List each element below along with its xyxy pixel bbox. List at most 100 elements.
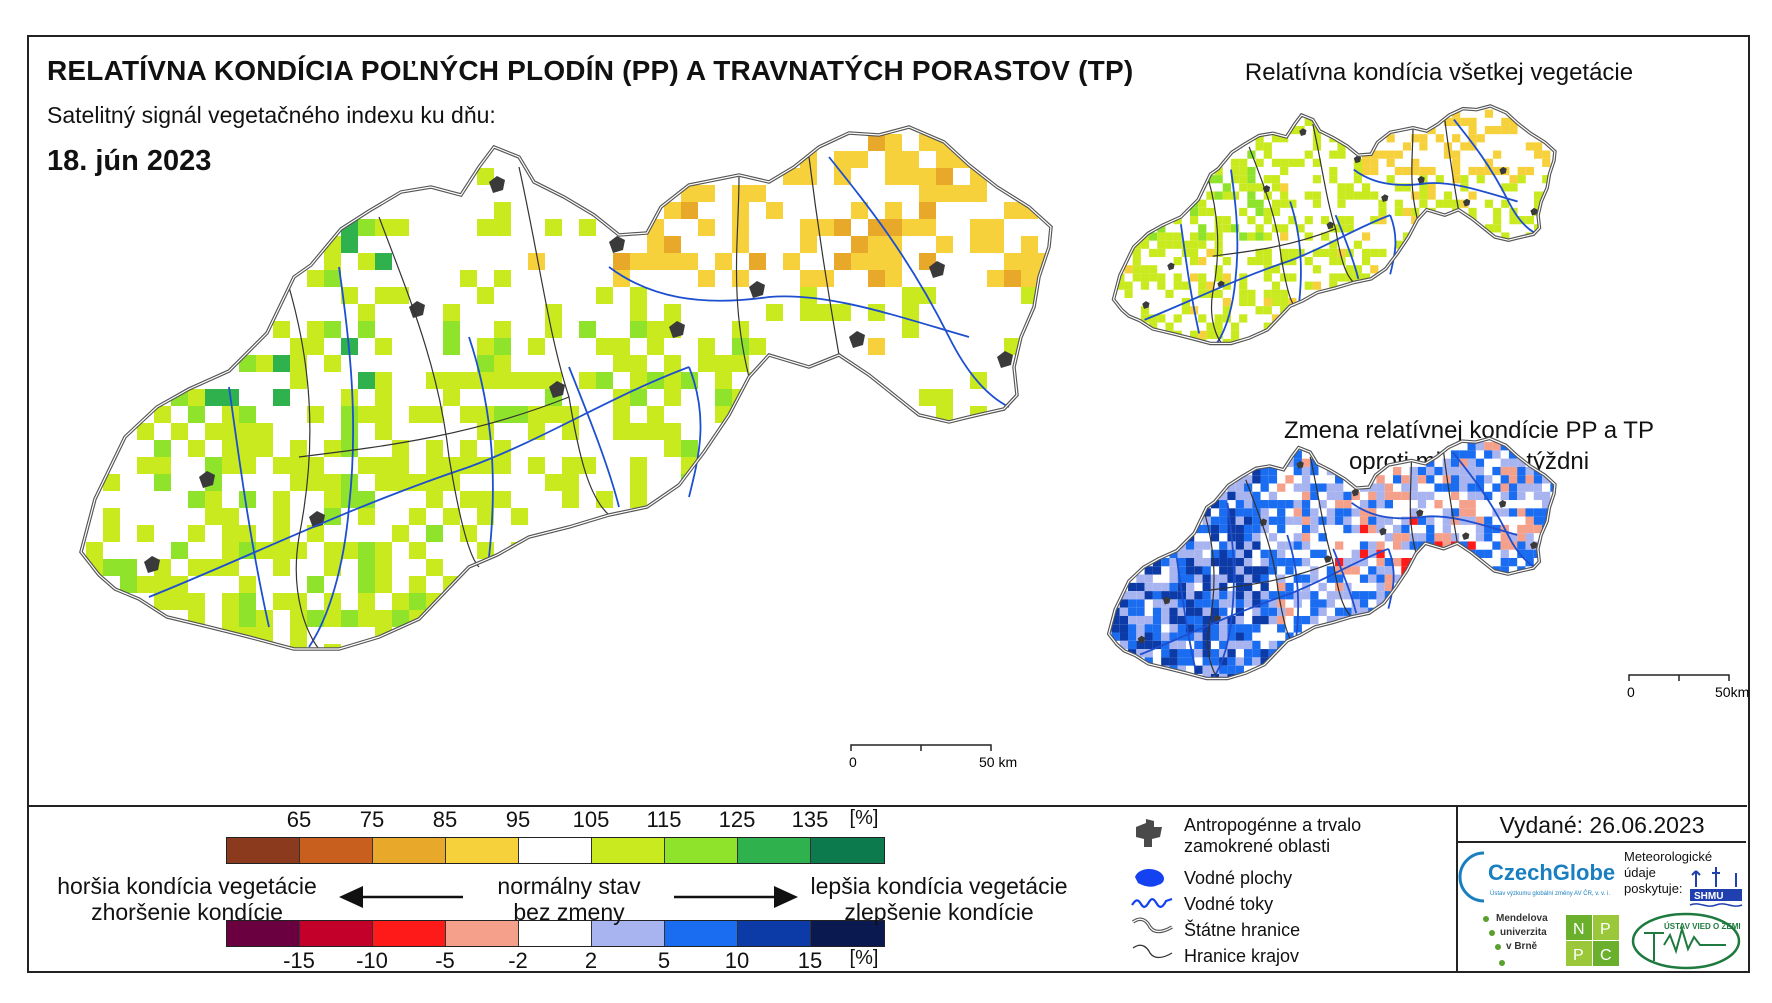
inset2-title-line1: Zmena relatívnej kondície PP a TP bbox=[1284, 417, 1654, 444]
maps-area: RELATÍVNA KONDÍCIA POĽNÝCH PLODÍN (PP) A… bbox=[29, 37, 1749, 803]
worse-label-line1: horšia kondícia vegetácie bbox=[57, 873, 317, 899]
mendel-text-3: v Brně bbox=[1506, 941, 1538, 952]
colorbar-tick: 5 bbox=[657, 948, 671, 973]
uvz-text: ÚSTAV VIED O ZEMI bbox=[1664, 922, 1741, 931]
colorbar-tick: 125 bbox=[718, 807, 756, 832]
right-arrow-icon bbox=[674, 886, 798, 908]
shmu-note: Meteorologické údaje poskytuje: bbox=[1624, 849, 1712, 897]
worse-label: horšia kondícia vegetácie zhoršenie kond… bbox=[37, 873, 337, 925]
main-scalebar-start: 0 bbox=[849, 754, 857, 770]
colorbar-tick: 95 bbox=[505, 807, 531, 832]
normal-label-line2: bez zmeny bbox=[513, 899, 625, 925]
colorbar-cell bbox=[519, 921, 592, 946]
river-label: Vodné toky bbox=[1184, 894, 1274, 914]
shmu-note-line3: poskytuje: bbox=[1624, 881, 1683, 896]
colorbar-cell bbox=[227, 838, 300, 863]
colorbar-tick: 65 bbox=[286, 807, 312, 832]
main-scalebar-end: 50 km bbox=[979, 754, 1017, 770]
colorbar-tick: 2 bbox=[584, 948, 598, 973]
nppc-logo: N P P C bbox=[1566, 915, 1619, 966]
colorbar-tick: -15 bbox=[283, 948, 315, 973]
map-subtitle: Satelitný signál vegetačného indexu ku d… bbox=[47, 102, 496, 128]
inset-scalebar: 0 50km bbox=[1627, 674, 1749, 700]
colorbar-cell bbox=[300, 838, 373, 863]
czechglobe-text: CzechGlobe bbox=[1488, 860, 1615, 885]
shmu-note-line1: Meteorologické bbox=[1624, 849, 1713, 864]
colorbar-cell bbox=[446, 838, 519, 863]
colorbar-tick: -10 bbox=[356, 948, 388, 973]
czechglobe-logo: CzechGlobe Ústav výzkumu globální změny … bbox=[1458, 851, 1615, 903]
czechglobe-subtext: Ústav výzkumu globální změny AV ČR, v. v… bbox=[1490, 890, 1610, 897]
river-icon bbox=[1131, 897, 1173, 908]
normal-label: normálny stav bez zmeny bbox=[469, 873, 669, 925]
inset-change-map bbox=[1106, 436, 1557, 681]
worse-label-line2: zhoršenie kondície bbox=[91, 899, 283, 925]
colorbar-cell bbox=[446, 921, 519, 946]
map-date: 18. jún 2023 bbox=[47, 145, 212, 177]
water-body-label: Vodné plochy bbox=[1184, 868, 1293, 888]
logos-panel: CzechGlobe Ústav výzkumu globální změny … bbox=[1456, 843, 1746, 973]
urban-area-label-line2: zamokrené oblasti bbox=[1184, 836, 1331, 856]
nppc-p2: P bbox=[1573, 947, 1584, 964]
colorbar-cell bbox=[811, 838, 884, 863]
change-colorbar bbox=[226, 920, 885, 947]
colorbar-tick: -2 bbox=[508, 948, 528, 973]
shmu-logo: SHMU bbox=[1689, 867, 1743, 907]
better-label-line2: zlepšenie kondície bbox=[844, 899, 1034, 925]
urban-area-label: Antropogénne a trvalo zamokrené oblasti bbox=[1184, 815, 1361, 857]
legend-area: 65 75 85 95 105 115 125 135 [%] -15 -10 -5 -2 2 5 10 1… bbox=[29, 805, 1747, 975]
urban-area-label-line1: Antropogénne a trvalo bbox=[1184, 815, 1362, 835]
map-frame: RELATÍVNA KONDÍCIA POĽNÝCH PLODÍN (PP) A… bbox=[27, 35, 1750, 973]
colorbar-tick: 15 bbox=[797, 948, 823, 973]
water-body-icon bbox=[1135, 869, 1164, 887]
inset-all-vegetation-map bbox=[1111, 104, 1557, 346]
region-border-label: Hranice krajov bbox=[1184, 946, 1300, 966]
colorbar-cell bbox=[227, 921, 300, 946]
colorbar-cell bbox=[738, 921, 811, 946]
colorbar-cell bbox=[373, 838, 446, 863]
issued-date: Vydané: 26.06.2023 bbox=[1456, 807, 1746, 843]
condition-colorbar bbox=[226, 837, 885, 864]
mendel-text-1: Mendelova bbox=[1496, 913, 1548, 924]
uvz-logo: ÚSTAV VIED O ZEMI bbox=[1631, 912, 1741, 970]
mendel-text-2: univerzita bbox=[1500, 927, 1547, 938]
main-condition-map bbox=[79, 125, 1053, 651]
nppc-p1: P bbox=[1600, 921, 1611, 938]
shmu-note-line2: údaje bbox=[1624, 865, 1656, 880]
colorbar-tick: 75 bbox=[359, 807, 385, 832]
state-border-icon bbox=[1131, 917, 1173, 934]
colorbar-tick: 85 bbox=[432, 807, 458, 832]
shmu-text: SHMU bbox=[1694, 891, 1723, 902]
colorbar-tick: 115 bbox=[646, 807, 682, 832]
inset-scalebar-start: 0 bbox=[1627, 684, 1635, 700]
nppc-c: C bbox=[1600, 947, 1612, 964]
inset-scalebar-end: 50km bbox=[1715, 684, 1749, 700]
colorbar-tick: 10 bbox=[724, 948, 750, 973]
colorbar-tick: -5 bbox=[435, 948, 455, 973]
left-arrow-icon bbox=[339, 886, 463, 908]
colorbar-cell bbox=[519, 838, 592, 863]
colorbar-tick: 105 bbox=[572, 807, 610, 832]
better-label: lepšia kondícia vegetácie zlepšenie kond… bbox=[789, 873, 1089, 925]
colorbar-cell bbox=[373, 921, 446, 946]
colorbar-tick: 135 bbox=[791, 807, 829, 832]
map-title: RELATÍVNA KONDÍCIA POĽNÝCH PLODÍN (PP) A… bbox=[47, 55, 1134, 86]
region-border-icon bbox=[1132, 944, 1173, 959]
state-border-label: Štátne hranice bbox=[1184, 920, 1301, 940]
main-scalebar: 0 50 km bbox=[849, 744, 1017, 770]
colorbar-cell bbox=[300, 921, 373, 946]
colorbar-cell bbox=[665, 838, 738, 863]
inset1-title: Relatívna kondícia všetkej vegetácie bbox=[1244, 59, 1634, 86]
colorbar-cell bbox=[738, 838, 811, 863]
normal-label-line1: normálny stav bbox=[497, 873, 641, 899]
better-label-line1: lepšia kondícia vegetácie bbox=[810, 873, 1068, 899]
urban-area-icon bbox=[1136, 819, 1162, 847]
colorbar-cell bbox=[592, 921, 665, 946]
nppc-n: N bbox=[1573, 921, 1585, 938]
condition-unit: [%] bbox=[849, 807, 879, 829]
colorbar-cell bbox=[665, 921, 738, 946]
change-unit: [%] bbox=[849, 947, 879, 969]
colorbar-cell bbox=[592, 838, 665, 863]
colorbar-cell bbox=[811, 921, 884, 946]
mendel-logo: Mendelova univerzita v Brně bbox=[1483, 913, 1548, 966]
